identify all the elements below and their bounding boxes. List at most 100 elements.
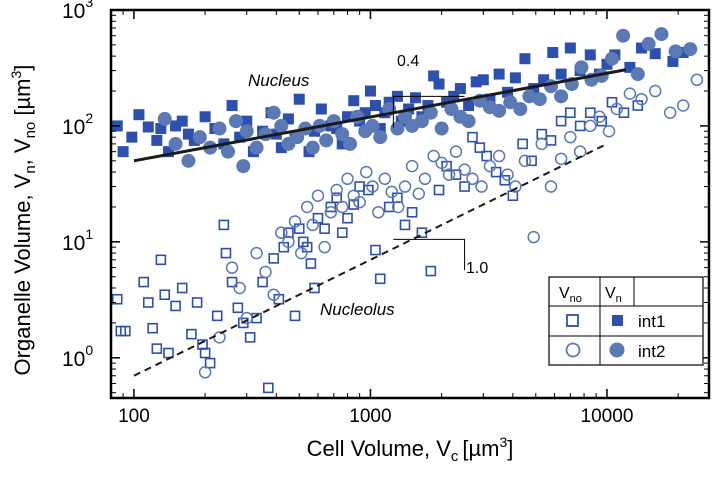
circle-open-point: [250, 246, 263, 260]
data-marks: [111, 27, 704, 394]
square-filled-point: [369, 100, 381, 112]
square-open-point: [147, 322, 158, 334]
square-filled-point: [176, 115, 188, 127]
circle-open-point: [336, 200, 349, 214]
square-open-point: [474, 142, 486, 153]
square-open-point: [263, 382, 274, 394]
circle-open-point: [282, 235, 295, 249]
circle-open-point: [509, 180, 522, 193]
square-filled-point: [199, 111, 211, 123]
square-filled-point: [649, 48, 661, 60]
square-open-point: [163, 347, 174, 359]
circle-filled-point: [604, 51, 619, 66]
circle-open-point: [267, 288, 280, 301]
square-open-point: [336, 227, 348, 238]
y-tick-label: 103: [62, 0, 93, 23]
square-filled-point: [241, 115, 253, 127]
circle-open-point: [442, 168, 456, 181]
square-open-point: [312, 212, 324, 224]
square-filled-point: [170, 120, 182, 132]
square-open-point: [283, 227, 294, 238]
square-open-point: [632, 100, 644, 111]
square-open-point: [555, 115, 567, 127]
circle-open-point: [288, 215, 302, 228]
legend-int2-vno-marker: [565, 342, 581, 358]
y-tick-label: 102: [62, 110, 93, 139]
circle-filled-point: [335, 127, 350, 142]
circle-open-point: [635, 92, 648, 106]
square-open-point: [325, 201, 337, 213]
legend-header-vn: Vn: [605, 285, 622, 305]
square-open-point: [218, 219, 230, 231]
nucleolus-annotation: Nucleolus: [320, 300, 395, 319]
circle-open-point: [518, 154, 532, 168]
square-filled-point: [477, 74, 489, 86]
circle-open-point: [295, 246, 308, 260]
square-open-point: [331, 192, 343, 204]
square-filled-point: [433, 78, 445, 90]
square-open-point: [186, 328, 197, 340]
square-open-point: [151, 343, 163, 354]
square-open-point: [383, 201, 395, 213]
circle-filled-point: [249, 140, 264, 155]
square-open-point: [433, 184, 445, 196]
circle-open-point: [610, 102, 624, 116]
square-filled-point: [348, 95, 360, 107]
circle-open-point: [372, 206, 385, 219]
nucleus-fit: [133, 68, 626, 163]
circle-open-point: [663, 106, 677, 119]
circle-open-point: [318, 240, 331, 254]
square-open-point: [220, 247, 232, 259]
square-filled-point: [667, 55, 679, 67]
square-open-point: [138, 276, 150, 288]
nucleus-slope-label: 0.4: [397, 53, 419, 70]
circle-open-point: [527, 230, 540, 244]
square-open-point: [111, 293, 123, 305]
circle-filled-point: [319, 133, 334, 148]
legend-int2-vn-marker: [609, 342, 625, 358]
circle-open-point: [475, 180, 488, 193]
square-filled-point: [293, 93, 305, 105]
fit-lines: [133, 68, 626, 377]
square-filled-point: [234, 131, 246, 143]
circle-open-point: [466, 172, 479, 186]
square-filled-point: [126, 131, 138, 143]
nucleus-annotation: Nucleus: [248, 71, 310, 90]
circle-open-point: [544, 180, 558, 193]
square-filled-point: [142, 121, 154, 133]
square-open-point: [191, 297, 203, 308]
circle-open-point: [330, 183, 343, 197]
square-open-point: [268, 253, 280, 264]
circle-open-point: [378, 172, 392, 186]
x-tick-label: 100: [118, 406, 150, 427]
circle-open-point: [584, 119, 597, 133]
square-open-point: [618, 107, 630, 119]
circle-filled-point: [461, 114, 476, 129]
square-filled-point: [493, 68, 505, 80]
square-filled-point: [428, 70, 440, 82]
legend-int1-vn-marker: [612, 315, 623, 326]
square-filled-point: [155, 123, 167, 135]
circle-open-point: [649, 84, 662, 98]
square-open-point: [399, 219, 411, 231]
square-open-point: [565, 107, 576, 119]
square-filled-point: [636, 42, 648, 54]
legend-int1-vno-marker: [566, 314, 579, 327]
circle-open-point: [341, 172, 354, 186]
square-filled-point: [308, 125, 320, 137]
legend-label-int2: int2: [638, 342, 665, 361]
legend-header-vno: Vno: [559, 285, 582, 305]
circle-filled-point: [373, 130, 388, 145]
square-open-point: [232, 302, 244, 314]
y-axis-label: Organelle Volume, Vn, Vno [µm3]: [8, 65, 39, 376]
x-tick-label: 10000: [581, 406, 634, 427]
circle-open-point: [405, 159, 419, 173]
circle-filled-point: [192, 130, 207, 145]
circle-open-point: [324, 206, 338, 219]
circle-filled-point: [668, 44, 683, 59]
square-filled-point: [519, 53, 531, 65]
square-filled-point: [315, 103, 327, 115]
square-open-point: [309, 282, 320, 294]
square-filled-point: [226, 100, 238, 112]
